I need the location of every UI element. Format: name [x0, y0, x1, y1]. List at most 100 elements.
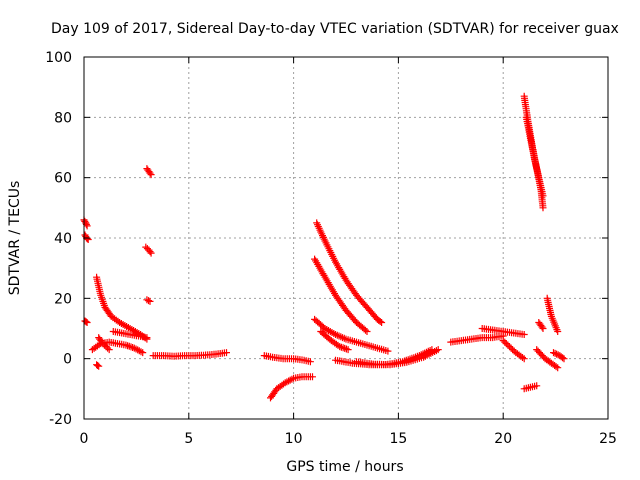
series-arc-j: [142, 243, 155, 257]
x-tick-label: 15: [389, 431, 407, 447]
data-point-marker: [288, 375, 296, 383]
data-point-marker: [552, 363, 560, 371]
data-point-marker: [376, 318, 384, 325]
data-point-marker: [506, 343, 513, 351]
x-tick-label: 10: [285, 431, 303, 447]
data-point-marker: [434, 346, 442, 354]
data-point-marker: [553, 350, 561, 358]
x-axis-label: GPS time / hours: [286, 459, 403, 475]
series-arc-g: [95, 334, 113, 354]
series-arc-ad: [550, 349, 568, 363]
data-point-marker: [143, 296, 151, 304]
series-arc-y: [522, 113, 547, 200]
data-point-marker: [100, 341, 108, 349]
data-point-marker: [146, 297, 154, 305]
series-arc-m: [260, 352, 314, 366]
series-arc-d: [88, 338, 147, 357]
series-arc-z: [520, 382, 541, 393]
data-point-marker: [94, 362, 102, 369]
data-point-marker: [507, 344, 515, 352]
y-tick-label: -20: [49, 412, 72, 428]
data-point-marker: [378, 319, 386, 326]
y-tick-label: 40: [54, 231, 72, 247]
data-point-marker: [501, 338, 509, 346]
data-marks: [80, 92, 568, 402]
data-point-marker: [81, 231, 89, 239]
data-point-marker: [519, 354, 526, 361]
data-point-marker: [143, 334, 151, 342]
data-point-marker: [105, 346, 113, 354]
y-tick-label: 20: [54, 291, 72, 307]
data-point-marker: [145, 297, 152, 305]
data-point-marker: [539, 192, 547, 200]
data-point-marker: [384, 347, 392, 355]
series-arc-r: [317, 328, 352, 354]
data-point-marker: [340, 334, 348, 342]
series-arc-p: [311, 255, 371, 335]
x-tick-label: 25: [599, 431, 617, 447]
series-arc-f: [93, 361, 103, 370]
data-point-marker: [82, 219, 90, 227]
data-point-marker: [147, 171, 155, 179]
series-arc-ac: [543, 294, 562, 335]
data-point-marker: [81, 217, 89, 225]
x-tick-label: 20: [494, 431, 512, 447]
series-arc-n: [267, 373, 316, 402]
data-point-marker: [223, 349, 230, 357]
data-point-marker: [337, 333, 345, 341]
series-arc-h: [109, 328, 151, 342]
data-point-marker: [554, 328, 562, 335]
series-arc-t: [353, 346, 442, 369]
data-point-marker: [142, 243, 150, 251]
data-point-marker: [560, 355, 568, 363]
chart-title: Day 109 of 2017, Sidereal Day-to-day VTE…: [51, 21, 619, 37]
data-point-marker: [551, 349, 559, 357]
data-point-marker: [363, 328, 371, 335]
series-arc-b: [81, 231, 92, 243]
series-arc-u: [447, 332, 507, 346]
y-tick-label: 60: [54, 171, 72, 187]
data-point-marker: [533, 382, 541, 390]
data-point-marker: [539, 325, 547, 332]
x-tick-label: 0: [80, 431, 89, 447]
data-point-marker: [146, 169, 154, 177]
data-point-marker: [99, 340, 107, 348]
data-point-marker: [362, 326, 369, 334]
data-point-marker: [147, 249, 155, 257]
data-point-marker: [539, 204, 547, 212]
data-point-marker: [504, 341, 512, 349]
series-arc-aa: [533, 346, 562, 372]
data-point-marker: [554, 364, 562, 372]
series-arc-w: [499, 337, 528, 363]
data-point-marker: [83, 319, 91, 326]
data-point-marker: [306, 358, 314, 366]
data-point-marker: [509, 346, 517, 354]
series-arc-a: [80, 216, 91, 230]
series-arc-i: [143, 165, 155, 179]
data-point-marker: [344, 346, 352, 354]
y-tick-label: 80: [54, 110, 72, 126]
y-tick-label: 0: [63, 352, 72, 368]
series-arc-k: [143, 296, 154, 305]
y-axis-label: SDTVAR / TECUs: [7, 181, 23, 296]
data-point-marker: [104, 344, 112, 352]
series-arc-q: [311, 315, 392, 355]
series-arc-e: [93, 273, 151, 343]
data-point-marker: [499, 337, 507, 345]
data-point-marker: [520, 331, 528, 338]
series-arc-l: [149, 349, 230, 360]
series-arc-v: [478, 325, 528, 338]
series-arc-o: [313, 219, 386, 326]
series-arc-c: [81, 317, 91, 326]
data-point-marker: [333, 331, 341, 339]
data-point-marker: [502, 340, 510, 348]
ticks: 0 5 10 15 20 25 -20 0 20 40 60 80 100: [45, 50, 617, 447]
y-tick-label: 100: [45, 50, 72, 66]
data-point-marker: [139, 349, 147, 357]
series-arc-ab: [535, 319, 547, 332]
data-point-marker: [559, 354, 567, 362]
data-point-marker: [83, 235, 91, 243]
x-tick-label: 5: [184, 431, 193, 447]
data-point-marker: [309, 373, 316, 381]
